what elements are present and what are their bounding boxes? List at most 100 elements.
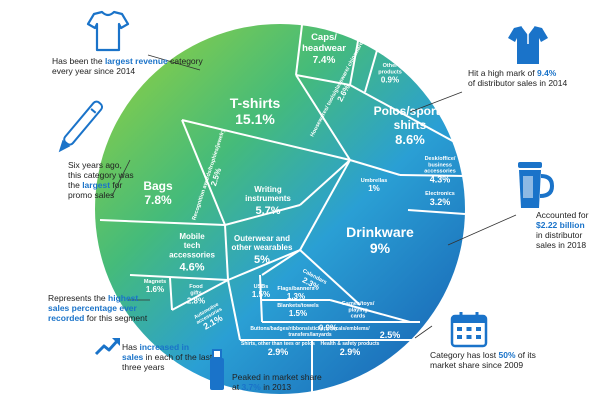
slice-value-caps: 7.4% xyxy=(313,55,336,66)
slice-label-caps: Caps/headwear xyxy=(302,32,346,54)
region-dividers xyxy=(99,24,466,392)
slice-label-blankets: Blankets/towels xyxy=(277,303,319,309)
divider-electronics xyxy=(407,209,466,215)
divider-usb-left xyxy=(227,279,241,341)
divider-mobile-bottom xyxy=(129,274,229,281)
leader-calendar xyxy=(414,325,433,339)
divider-usb-right xyxy=(259,274,263,323)
slice-label-outerwear: Outerwear and other wearables xyxy=(232,234,293,252)
slice-label-bags: Bags xyxy=(143,179,173,193)
tshirt-icon xyxy=(86,10,130,52)
usb-drive-icon xyxy=(210,349,224,390)
slice-value-food: 2.8% xyxy=(187,296,205,305)
slice-label-writing: Writing instruments xyxy=(245,185,291,203)
slice-value-drinkware: 9% xyxy=(370,240,391,256)
divider-desk xyxy=(399,174,466,177)
annotation-mug: Accounted for $2.22 billion in distribut… xyxy=(536,210,591,250)
slice-value-umbrellas: 1% xyxy=(368,184,380,193)
leader-tshirt xyxy=(147,54,201,71)
divider-bags xyxy=(99,219,226,226)
divider-outerwear xyxy=(227,249,301,281)
annotation-chart: Has increased in sales in each of the la… xyxy=(122,342,215,372)
rising-chart-icon xyxy=(94,338,120,356)
divider-flags-top xyxy=(261,249,301,276)
leader-polo xyxy=(409,91,463,113)
divider-other-products xyxy=(364,39,381,93)
slice-label-shirts_other: Shirts, other than tees or polos xyxy=(241,341,315,347)
slice-value-shirts_other: 2.9% xyxy=(268,347,289,357)
leader-pen xyxy=(111,159,131,197)
slice-outerwear: Outerwear and other wearables 5% xyxy=(232,234,293,266)
divider-writing-right xyxy=(299,159,351,206)
slice-value-blankets: 1.5% xyxy=(289,309,307,318)
annotation-lines xyxy=(111,54,517,339)
slice-label-health: Health & safety products xyxy=(321,341,380,347)
leader-mug xyxy=(447,214,517,246)
slice-label-food: Food gifts xyxy=(189,284,202,296)
slice-label-magnets: Magnets xyxy=(144,279,166,285)
divider-caps-bottom xyxy=(295,74,351,86)
divider-food xyxy=(171,279,229,311)
slice-value-bags: 7.8% xyxy=(144,193,172,207)
annotation-usb: Peaked in market share at 3.7% in 2013 xyxy=(232,372,324,392)
slice-value-polos: 8.6% xyxy=(395,132,425,147)
divider-mobile-right xyxy=(224,224,229,281)
slice-value-buttons: 2.5% xyxy=(380,330,401,340)
slice-label-desk: Desk/office/business accessories xyxy=(424,156,456,175)
slice-label-buttons: Buttons/badges/ribbons/stickers/decals/e… xyxy=(250,326,370,338)
divider-writing-bottom xyxy=(224,204,301,226)
slice-label-flags: Flags/banners xyxy=(277,286,314,292)
slice-label-games: Games/toys/playing cards xyxy=(342,301,375,320)
divider-drinkware-left xyxy=(299,159,351,251)
slice-value-electronics: 3.2% xyxy=(430,197,451,207)
divider-writing-left xyxy=(181,119,226,226)
slice-label-tshirts: T-shirts xyxy=(230,95,281,111)
divider-caps-right xyxy=(349,29,361,86)
divider-magnets xyxy=(169,277,173,311)
annotation-pen: Six years ago, this category was the lar… xyxy=(68,160,136,200)
divider-housewares xyxy=(359,29,373,38)
pen-icon xyxy=(58,100,104,153)
divider-tshirts-bottom xyxy=(181,119,351,161)
slice-value-magnets: 1.6% xyxy=(146,285,164,294)
slice-value-flags: 1.3% xyxy=(287,292,305,301)
divider-caps-left xyxy=(295,24,303,76)
calendar-icon xyxy=(450,312,488,348)
slice-value-usbs: 1.5% xyxy=(252,290,270,299)
slice-value-tshirts: 15.1% xyxy=(235,111,275,127)
slice-value-other_products: 0.9% xyxy=(381,75,399,84)
annotation-polo: Hit a high mark of 9.4% of distributor s… xyxy=(468,68,567,88)
slice-label-mobile: Mobile tech accessories xyxy=(169,232,215,259)
annotation-tshirt: Has been the largest revenue category ev… xyxy=(52,56,205,76)
slice-label-usbs: USBs xyxy=(254,284,269,290)
slice-label-umbrellas: Umbrellas xyxy=(361,178,388,184)
slice-value-outerwear: 5% xyxy=(254,254,270,266)
annotation-calendar: Category has lost 50% of its market shar… xyxy=(430,350,538,370)
divider-games xyxy=(329,299,411,323)
slice-mobile: Mobile tech accessories 4.6% xyxy=(169,232,215,273)
divider-polos-bottom xyxy=(349,84,461,146)
polo-shirt-icon xyxy=(508,25,548,64)
divider-calendars xyxy=(299,249,361,306)
slice-label-electronics: Electronics xyxy=(425,191,455,197)
slice-value-desk: 4.3% xyxy=(430,175,451,185)
slice-buttons: Buttons/badges/ribbons/stickers/decals/e… xyxy=(250,326,400,340)
slice-value-mobile: 4.6% xyxy=(179,261,204,273)
slice-value-games: 0.9% xyxy=(319,324,337,333)
slice-label-polos: Polos/sports shirts xyxy=(374,104,447,132)
